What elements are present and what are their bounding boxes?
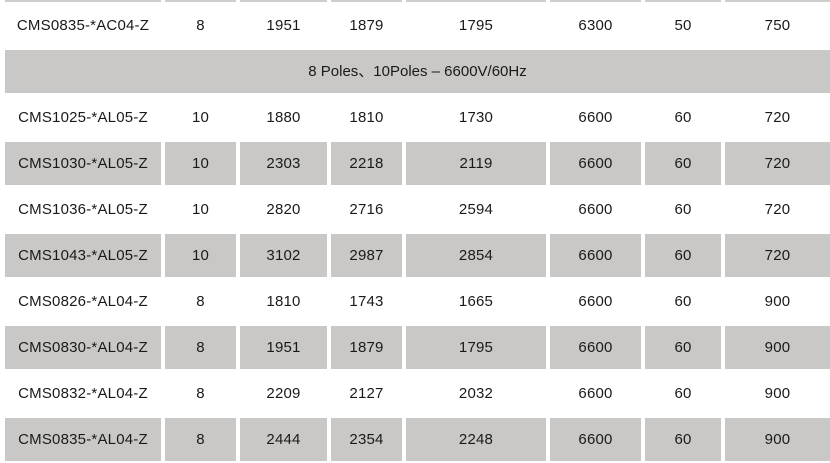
table-row: CMS1025-*AL05-Z 10 1880 1810 1730 6600 6…: [5, 96, 830, 139]
value-cell: 2820: [266, 201, 301, 218]
edge-segment: [331, 0, 402, 2]
value-cell: 1880: [266, 109, 301, 126]
value-cell: 60: [645, 418, 721, 461]
edge-segment: [5, 0, 161, 2]
value-cell: 60: [674, 385, 692, 402]
value-cell: 60: [645, 142, 721, 185]
value-cell: 1730: [458, 109, 494, 126]
value-cell: 720: [764, 201, 791, 218]
value-cell: 1795: [458, 17, 494, 34]
value-cell: 6600: [578, 385, 613, 402]
table-row: CMS0826-*AL04-Z 8 1810 1743 1665 6600 60…: [5, 280, 830, 323]
value-cell: 60: [645, 234, 721, 277]
value-cell: 50: [674, 17, 692, 34]
value-cell: 2209: [266, 385, 301, 402]
model-cell: CMS0826-*AL04-Z: [18, 293, 148, 310]
value-cell: 6600: [550, 234, 641, 277]
value-cell: 2119: [406, 142, 546, 185]
value-cell: 8: [165, 418, 236, 461]
model-cell: CMS1030-*AL05-Z: [5, 142, 161, 185]
edge-segment: [725, 0, 830, 2]
value-cell: 60: [674, 201, 692, 218]
model-cell: CMS0830-*AL04-Z: [5, 326, 161, 369]
value-cell: 900: [725, 326, 830, 369]
edge-segment: [645, 0, 721, 2]
value-cell: 1951: [240, 326, 327, 369]
value-cell: 900: [764, 293, 791, 310]
value-cell: 10: [165, 234, 236, 277]
value-cell: 720: [725, 234, 830, 277]
cropped-row-edge: [5, 0, 830, 2]
value-cell: 6600: [578, 293, 613, 310]
value-cell: 10: [191, 109, 210, 126]
value-cell: 8: [196, 293, 205, 310]
value-cell: 8: [196, 385, 205, 402]
value-cell: 2303: [240, 142, 327, 185]
value-cell: 60: [674, 109, 692, 126]
value-cell: 8: [196, 17, 205, 34]
value-cell: 2594: [458, 201, 494, 218]
value-cell: 2354: [331, 418, 402, 461]
value-cell: 1743: [349, 293, 384, 310]
model-cell: CMS1025-*AL05-Z: [18, 109, 148, 126]
value-cell: 2987: [331, 234, 402, 277]
edge-segment: [165, 0, 236, 2]
value-cell: 900: [764, 385, 791, 402]
model-cell: CMS0835-*AC04-Z: [16, 17, 150, 34]
value-cell: 2854: [406, 234, 546, 277]
value-cell: 2218: [331, 142, 402, 185]
model-cell: CMS1043-*AL05-Z: [5, 234, 161, 277]
edge-segment: [550, 0, 641, 2]
value-cell: 1879: [349, 17, 384, 34]
value-cell: 2248: [406, 418, 546, 461]
value-cell: 6300: [578, 17, 613, 34]
value-cell: 2127: [349, 385, 384, 402]
edge-segment: [240, 0, 327, 2]
value-cell: 1665: [458, 293, 494, 310]
value-cell: 2716: [349, 201, 384, 218]
table-row: CMS1043-*AL05-Z 10 3102 2987 2854 6600 6…: [5, 234, 830, 277]
model-cell: CMS0832-*AL04-Z: [18, 385, 148, 402]
value-cell: 1810: [266, 293, 301, 310]
value-cell: 6600: [550, 326, 641, 369]
table-row: CMS1036-*AL05-Z 10 2820 2716 2594 6600 6…: [5, 188, 830, 231]
value-cell: 1879: [331, 326, 402, 369]
value-cell: 1795: [406, 326, 546, 369]
value-cell: 2444: [240, 418, 327, 461]
section-header-row: 8 Poles、10Poles – 6600V/60Hz: [5, 50, 830, 93]
value-cell: 2032: [458, 385, 494, 402]
value-cell: 6600: [550, 142, 641, 185]
edge-segment: [406, 0, 546, 2]
value-cell: 60: [645, 326, 721, 369]
table-row: CMS0835-*AL04-Z 8 2444 2354 2248 6600 60…: [5, 418, 830, 461]
value-cell: 3102: [240, 234, 327, 277]
table-row: CMS1030-*AL05-Z 10 2303 2218 2119 6600 6…: [5, 142, 830, 185]
table-row: CMS0835-*AC04-Z 8 1951 1879 1795 6300 50…: [5, 4, 830, 47]
value-cell: 6600: [550, 418, 641, 461]
table-row: CMS0830-*AL04-Z 8 1951 1879 1795 6600 60…: [5, 326, 830, 369]
table-row: CMS0832-*AL04-Z 8 2209 2127 2032 6600 60…: [5, 372, 830, 415]
value-cell: 720: [764, 109, 791, 126]
value-cell: 750: [764, 17, 791, 34]
value-cell: 1951: [266, 17, 301, 34]
value-cell: 60: [674, 293, 692, 310]
value-cell: 1810: [349, 109, 384, 126]
value-cell: 6600: [578, 201, 613, 218]
value-cell: 6600: [578, 109, 613, 126]
model-cell: CMS0835-*AL04-Z: [5, 418, 161, 461]
value-cell: 10: [191, 201, 210, 218]
value-cell: 8: [165, 326, 236, 369]
value-cell: 720: [725, 142, 830, 185]
section-header-label: 8 Poles、10Poles – 6600V/60Hz: [308, 63, 527, 80]
value-cell: 10: [165, 142, 236, 185]
model-cell: CMS1036-*AL05-Z: [18, 201, 148, 218]
value-cell: 900: [725, 418, 830, 461]
